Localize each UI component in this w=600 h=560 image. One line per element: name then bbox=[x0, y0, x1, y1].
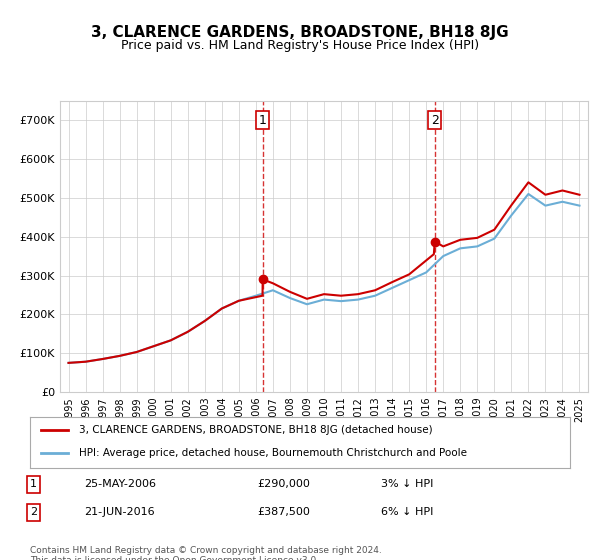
Text: £290,000: £290,000 bbox=[257, 479, 310, 489]
Text: 25-MAY-2006: 25-MAY-2006 bbox=[84, 479, 156, 489]
Text: 6% ↓ HPI: 6% ↓ HPI bbox=[381, 507, 433, 517]
Text: 3% ↓ HPI: 3% ↓ HPI bbox=[381, 479, 433, 489]
Text: 3, CLARENCE GARDENS, BROADSTONE, BH18 8JG (detached house): 3, CLARENCE GARDENS, BROADSTONE, BH18 8J… bbox=[79, 425, 432, 435]
Text: 2: 2 bbox=[30, 507, 37, 517]
Text: 1: 1 bbox=[30, 479, 37, 489]
Text: £387,500: £387,500 bbox=[257, 507, 310, 517]
Text: Price paid vs. HM Land Registry's House Price Index (HPI): Price paid vs. HM Land Registry's House … bbox=[121, 39, 479, 52]
Text: 3, CLARENCE GARDENS, BROADSTONE, BH18 8JG: 3, CLARENCE GARDENS, BROADSTONE, BH18 8J… bbox=[91, 25, 509, 40]
Text: 21-JUN-2016: 21-JUN-2016 bbox=[84, 507, 155, 517]
Text: Contains HM Land Registry data © Crown copyright and database right 2024.
This d: Contains HM Land Registry data © Crown c… bbox=[30, 546, 382, 560]
Text: 2: 2 bbox=[431, 114, 439, 127]
Text: 1: 1 bbox=[259, 114, 266, 127]
Text: HPI: Average price, detached house, Bournemouth Christchurch and Poole: HPI: Average price, detached house, Bour… bbox=[79, 449, 467, 459]
